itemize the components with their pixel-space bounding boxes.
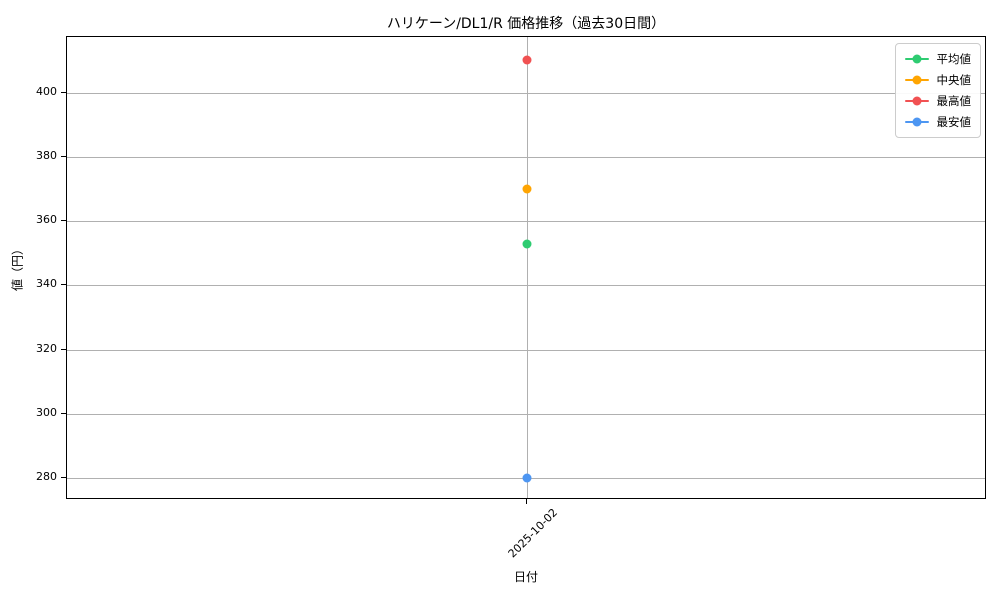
h-gridline xyxy=(67,92,985,94)
chart-title: ハリケーン/DL1/R 価格推移（過去30日間） xyxy=(386,16,666,32)
h-gridline xyxy=(67,221,985,223)
legend-marker-icon xyxy=(904,117,929,127)
legend-marker-icon xyxy=(904,96,929,106)
y-tick-mark xyxy=(61,284,66,286)
legend-dot-icon xyxy=(912,54,921,64)
y-tick-mark xyxy=(61,91,66,93)
y-tick-mark xyxy=(61,477,66,479)
y-tick-label: 400 xyxy=(36,84,57,98)
y-tick-label: 280 xyxy=(36,470,57,484)
x-axis-label: 日付 xyxy=(513,570,539,584)
data-point-median xyxy=(522,184,532,194)
h-gridline xyxy=(67,285,985,287)
y-tick-mark xyxy=(61,220,66,222)
h-gridline xyxy=(67,156,985,158)
legend-dot-icon xyxy=(912,75,921,85)
legend-item-average: 平均値 xyxy=(904,51,972,67)
y-tick-label: 320 xyxy=(36,341,57,355)
legend-item-median: 中央値 xyxy=(904,72,972,88)
v-gridline xyxy=(527,37,528,498)
legend-label: 中央値 xyxy=(936,73,972,87)
y-tick-label: 340 xyxy=(36,277,57,291)
legend-label: 平均値 xyxy=(936,52,972,66)
y-tick-label: 380 xyxy=(36,148,57,162)
x-tick-label: 2025-10-02 xyxy=(505,506,561,561)
y-tick-mark xyxy=(61,412,66,414)
legend-marker-icon xyxy=(904,75,929,85)
x-tick-mark xyxy=(526,499,527,504)
data-point-average xyxy=(522,239,532,249)
plot-area: 平均値中央値最高値最安値 xyxy=(66,36,986,499)
legend-item-max: 最高値 xyxy=(904,93,972,109)
data-point-min xyxy=(522,473,532,483)
legend-item-min: 最安値 xyxy=(904,114,972,130)
legend-label: 最高値 xyxy=(936,94,972,108)
legend-dot-icon xyxy=(912,117,921,127)
y-tick-label: 360 xyxy=(36,213,57,227)
data-point-max xyxy=(522,55,532,65)
y-tick-mark xyxy=(61,348,66,350)
h-gridline xyxy=(67,413,985,415)
legend-dot-icon xyxy=(912,96,921,106)
y-tick-label: 300 xyxy=(36,405,57,419)
legend-marker-icon xyxy=(904,54,929,64)
h-gridline xyxy=(67,349,985,351)
y-tick-mark xyxy=(61,155,66,157)
legend-label: 最安値 xyxy=(936,115,972,129)
legend: 平均値中央値最高値最安値 xyxy=(894,43,981,138)
